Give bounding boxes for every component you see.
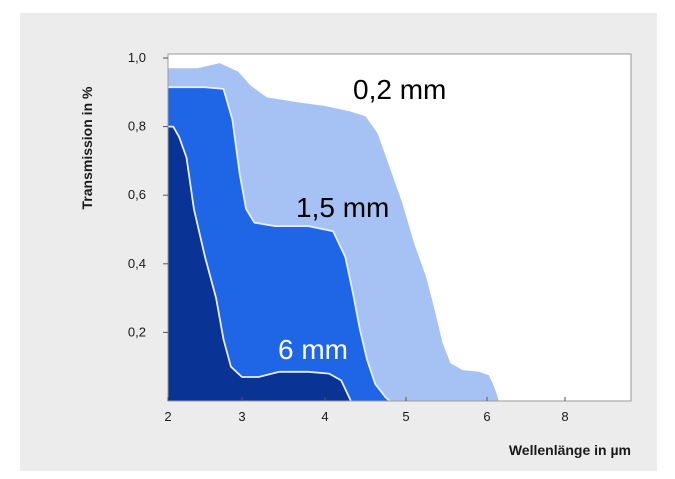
x-tick-label: 5 xyxy=(402,409,409,424)
series-line-1-5-mm xyxy=(168,86,391,402)
chart-panel: 1,0 0,8 0,6 0,4 0,2 2 3 4 5 6 8 Transmission in %… xyxy=(20,13,657,471)
x-tick-label: 4 xyxy=(321,409,328,424)
series-line-6-mm xyxy=(168,125,352,402)
x-axis-ticks: 2 3 4 5 6 8 xyxy=(164,397,569,424)
y-tick-label: 0,4 xyxy=(128,256,146,271)
y-tick-label: 1,0 xyxy=(128,50,146,65)
y-axis-title: Transmission in % xyxy=(79,86,95,209)
x-tick-label: 6 xyxy=(483,409,490,424)
x-tick-label: 2 xyxy=(164,409,171,424)
series-label-1-5-mm: 1,5 mm xyxy=(296,192,389,223)
series-area-6-mm xyxy=(168,126,351,401)
x-tick-label: 8 xyxy=(561,409,568,424)
series-label-6-mm: 6 mm xyxy=(278,334,348,365)
series-areas xyxy=(168,63,499,402)
y-tick-label: 0,2 xyxy=(128,324,146,339)
x-axis-title: Wellenlänge in µm xyxy=(509,442,631,458)
plot-frame xyxy=(167,53,632,402)
y-axis-ticks: 1,0 0,8 0,6 0,4 0,2 xyxy=(128,50,168,339)
series-area-1-5-mm xyxy=(168,87,390,401)
y-tick-label: 0,6 xyxy=(128,187,146,202)
series-label-0-2-mm: 0,2 mm xyxy=(353,74,446,105)
transmission-chart: 1,0 0,8 0,6 0,4 0,2 2 3 4 5 6 8 Transmission in %… xyxy=(79,50,632,458)
x-tick-label: 3 xyxy=(238,409,245,424)
y-tick-label: 0,8 xyxy=(128,119,146,134)
